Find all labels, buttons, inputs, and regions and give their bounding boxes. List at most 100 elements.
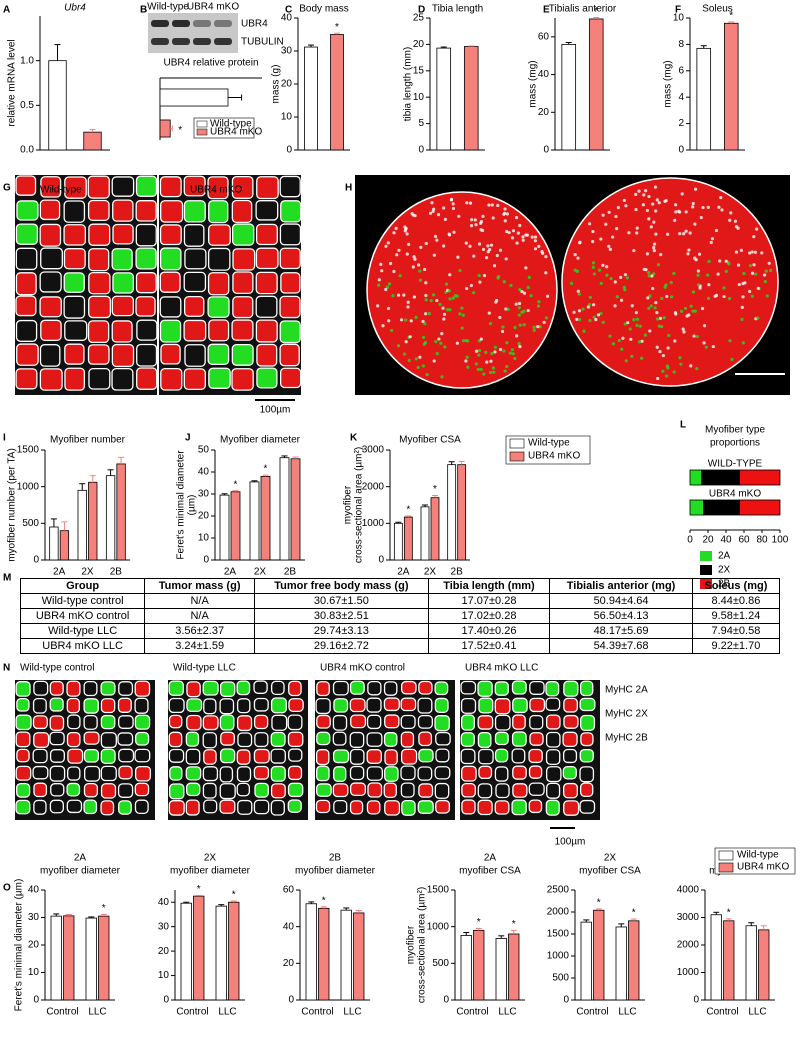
fiber-dot [412,255,416,259]
fiber-dot [521,235,525,239]
fiber-dot [544,255,548,259]
fiber-cell [208,224,231,246]
fiber-cell [16,748,30,763]
fiber-dot [492,370,496,374]
fiber-dot [648,294,652,298]
fiber-cell [111,320,133,343]
fiber-dot [760,251,764,255]
fiber-cell [100,748,116,765]
fiber-dot [652,220,656,224]
y-tick-label: 1500 [427,885,450,896]
bar [588,18,604,151]
fiber-dot [706,296,711,300]
fiber-cell [33,782,48,798]
fiber-dot [418,278,422,282]
fiber-dot [435,298,439,303]
fiber-dot [432,207,436,211]
fiber-dot [536,304,541,308]
fiber-dot [660,325,664,329]
fiber-cell [494,800,510,815]
fiber-dot [396,344,401,348]
stain-label: MyHC 2A [373,183,416,194]
fiber-dot [645,208,650,213]
fiber-cell [279,175,301,198]
y-axis-label: mass (mg) [528,60,539,107]
fiber-dot [649,225,653,229]
fiber-dot [503,369,507,373]
fiber-dot [581,307,585,311]
fiber-cell [477,715,494,730]
fiber-dot [510,236,515,240]
y-tick-label: 0 [563,995,569,1006]
fiber-dot [632,318,636,322]
significance-mark: * [512,919,516,930]
table-cell: 17.02±0.28 [427,608,551,624]
fiber-dot [387,319,391,323]
fiber-dot [436,213,441,217]
fiber-cell [579,766,595,783]
fiber-dot [647,271,651,275]
y-axis-label: (µm) [187,495,198,516]
stain-label: MyHC 2B [424,183,467,194]
stain-label: MyHC 2A [605,685,648,696]
table-cell: Tumor mass (g) [144,578,256,594]
fiber-cell [100,732,117,749]
fiber-dot [476,367,480,372]
fiber-dot [424,281,428,285]
fiber-dot [485,360,489,364]
fiber-cell [477,799,493,816]
bar [230,491,241,561]
fiber-dot [634,192,638,196]
fiber-cell [207,343,230,366]
bar [593,909,605,1001]
fiber-dot [683,306,688,311]
bar [290,458,301,561]
fiber-dot [391,294,395,298]
table-cell: 9.58±1.24 [691,608,781,624]
row-label: UBR4 mKO [709,489,761,500]
fiber-dot [748,264,753,268]
bar [63,915,75,1001]
fiber-dot [630,304,634,308]
fiber-dot [521,238,525,242]
fiber-cell [207,272,230,296]
y-tick-label: 20 [413,39,425,50]
fiber-cell [135,223,157,247]
fiber-cell [271,680,285,696]
y-tick-label: 30 [158,921,170,932]
fiber-cell [231,343,254,366]
fiber-dot [628,327,632,331]
bar [723,920,735,1001]
fiber-cell [287,799,302,813]
fiber-cell [280,272,301,294]
fiber-cell [168,697,185,714]
bar [85,917,97,1001]
fiber-cell [384,749,398,766]
fiber-dot [673,203,678,207]
fiber-dot [397,248,401,252]
fiber-dot [421,319,425,324]
significance-mark: * [232,890,236,901]
fiber-cell [100,783,117,799]
fiber-cell [254,732,269,748]
fiber-cell [512,783,528,798]
panel-letter: G [3,183,11,194]
bar [745,925,757,1001]
bar [628,920,640,1001]
fiber-dot [518,345,522,349]
fiber-cell [184,344,206,367]
fiber-dot [695,334,699,339]
fiber-cell [494,681,509,696]
fiber-cell [50,783,65,797]
fiber-dot [655,317,660,321]
fiber-cell [134,748,151,763]
bar-segment [701,469,740,486]
fiber-cell [159,224,182,246]
fiber-cell [39,223,62,247]
fiber-cell [203,749,217,765]
y-tick-label: 0 [443,995,449,1006]
fiber-cell [87,199,110,222]
fiber-cell [185,731,200,747]
bar [159,119,171,138]
fiber-dot [660,296,664,301]
